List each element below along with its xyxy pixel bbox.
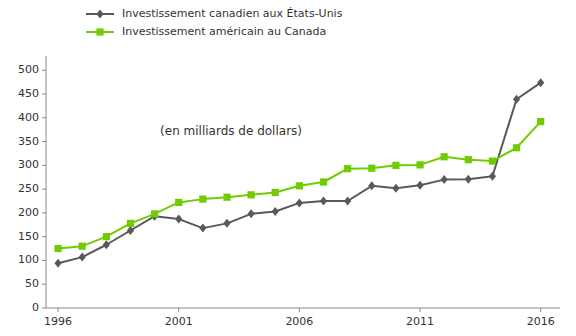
data-point [465,156,472,163]
y-tick [42,189,46,190]
data-point [416,181,423,190]
data-point [465,175,472,184]
data-point [199,196,206,203]
plot-area [54,78,544,268]
data-point [416,161,423,168]
y-tick [42,236,46,237]
y-tick [42,70,46,71]
data-point [344,197,351,206]
y-tick [42,94,46,95]
x-tick-label: 2006 [285,315,313,328]
y-tick-label: 350 [18,135,39,148]
data-point [223,219,230,228]
data-point [79,243,86,250]
y-tick [42,284,46,285]
x-tick-label: 2016 [527,315,555,328]
data-point [54,245,61,252]
data-point [489,172,496,181]
legend-label: Investissement américain au Canada [122,25,326,38]
y-tick [42,260,46,261]
y-tick-label: 50 [25,277,39,290]
y-tick-label: 0 [32,301,39,314]
series-line [58,122,541,249]
data-point [272,207,279,216]
data-point [103,233,110,240]
y-tick [42,165,46,166]
legend-label: Investissement canadien aux États-Unis [122,7,343,20]
x-axis-line [46,308,560,309]
x-tick [540,308,541,312]
y-tick-label: 500 [18,63,39,76]
legend: Investissement canadien aux États-Unis In… [86,7,343,38]
legend-marker [96,10,103,19]
chart: 0 50 100 150 200 250 300 350 400 450 500 1996 2001 20… [0,0,576,336]
x-tick [420,308,421,312]
y-tick-label: 450 [18,87,39,100]
data-point [248,191,255,198]
data-point [54,259,61,268]
y-tick-label: 200 [18,206,39,219]
data-point [79,253,86,262]
data-point [103,240,110,249]
data-point [489,157,496,164]
data-point [151,210,158,217]
series-line [58,83,541,264]
y-tick [42,141,46,142]
data-point [513,144,520,151]
legend-marker [96,28,103,35]
data-point [127,220,134,227]
x-tick-label: 2011 [406,315,434,328]
y-tick [42,117,46,118]
data-point [296,198,303,207]
y-tick [42,308,46,309]
data-point [248,209,255,218]
data-point [368,165,375,172]
y-tick-label: 150 [18,230,39,243]
x-tick [178,308,179,312]
y-tick-label: 300 [18,158,39,171]
data-point [320,178,327,185]
data-point [513,95,520,104]
y-tick-label: 100 [18,253,39,266]
data-point [392,162,399,169]
data-point [175,199,182,206]
data-point [344,165,351,172]
data-point [392,184,399,193]
data-point [537,78,544,87]
x-tick-label: 2001 [165,315,193,328]
data-point [368,181,375,190]
data-point [441,175,448,184]
data-point [199,224,206,233]
y-tick-label: 250 [18,182,39,195]
data-point [537,118,544,125]
subtitle: (en milliards de dollars) [160,124,302,138]
x-tick [58,308,59,312]
data-point [223,194,230,201]
data-point [127,226,134,235]
data-point [175,215,182,224]
chart-container: 0 50 100 150 200 250 300 350 400 450 500 1996 2001 20… [0,0,576,336]
y-tick-label: 400 [18,111,39,124]
x-tick-label: 1996 [44,315,72,328]
data-point [272,189,279,196]
x-tick [299,308,300,312]
data-point [441,153,448,160]
data-point [296,182,303,189]
data-point [320,197,327,206]
y-tick [42,212,46,213]
